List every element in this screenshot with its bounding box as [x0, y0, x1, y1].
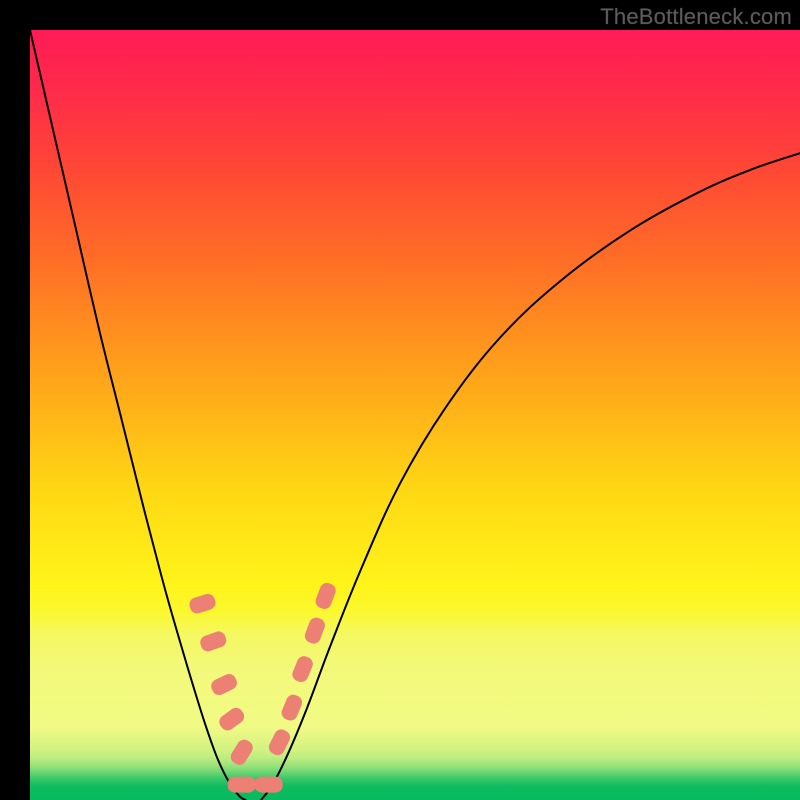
marker-pill [228, 737, 255, 768]
curve-right-branch [261, 153, 800, 800]
marker-pill [255, 777, 283, 793]
marker-pill [217, 705, 247, 733]
marker-pill [279, 693, 304, 723]
marker-pill [209, 672, 239, 698]
marker-pill [303, 616, 327, 646]
marker-pill [290, 654, 315, 684]
watermark-text: TheBottleneck.com [600, 4, 792, 30]
marker-pill [314, 581, 338, 611]
marker-pill [188, 592, 218, 615]
outer-frame: TheBottleneck.com [0, 0, 800, 800]
marker-pill [198, 629, 228, 653]
curve-layer [30, 30, 800, 800]
marker-pill [228, 777, 256, 793]
plot-area [30, 30, 800, 800]
